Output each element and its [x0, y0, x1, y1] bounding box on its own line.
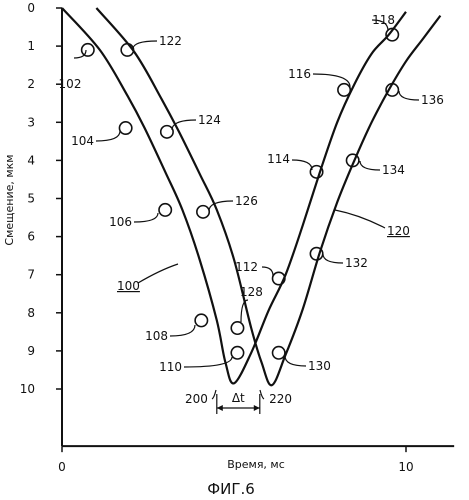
leader-line — [292, 160, 312, 170]
curve-100-leader — [138, 264, 178, 283]
leader-line — [262, 267, 273, 276]
point-label: 130 — [308, 359, 331, 373]
measurement-point-102 — [82, 44, 94, 56]
leader-line — [170, 325, 195, 336]
point-label: 136 — [421, 93, 444, 107]
x-tick-label: 0 — [58, 460, 66, 474]
minimum-label-200: 200 — [185, 392, 208, 406]
measurement-point-128 — [231, 322, 243, 334]
series-line-100 — [62, 8, 406, 383]
leader-line — [133, 41, 157, 49]
y-tick-label: 4 — [27, 153, 35, 167]
y-tick-label: 6 — [27, 230, 35, 244]
point-label: 124 — [198, 113, 221, 127]
point-label: 118 — [372, 13, 395, 27]
point-label: 110 — [159, 360, 182, 374]
y-tick-label: 7 — [27, 268, 35, 282]
leader-line — [313, 74, 350, 87]
y-tick-label: 10 — [20, 382, 35, 396]
point-label: 102 — [59, 77, 82, 91]
measurement-point-124 — [161, 126, 173, 138]
y-tick-label: 0 — [27, 1, 35, 15]
point-label: 104 — [71, 134, 94, 148]
measurement-point-104 — [119, 122, 131, 134]
point-label: 108 — [145, 329, 168, 343]
leader-line — [96, 131, 120, 141]
measurement-point-132 — [310, 248, 322, 260]
measurement-point-130 — [273, 347, 285, 359]
minimum-leader — [260, 390, 264, 399]
point-label: 128 — [240, 285, 263, 299]
y-tick-label: 3 — [27, 115, 35, 129]
y-axis-title: Смещение, мкм — [3, 154, 16, 245]
measurement-point-110 — [231, 347, 243, 359]
delta-arrow-right — [254, 405, 260, 411]
point-label: 106 — [109, 215, 132, 229]
point-label: 132 — [345, 256, 368, 270]
leader-line — [360, 161, 380, 170]
point-label: 134 — [382, 163, 405, 177]
point-label: 116 — [288, 67, 311, 81]
y-tick-label: 9 — [27, 344, 35, 358]
curve-120-leader — [335, 210, 385, 228]
y-tick-label: 8 — [27, 306, 35, 320]
figure-caption: ФИГ.6 — [207, 480, 255, 498]
y-tick-label: 1 — [27, 39, 35, 53]
curve-label-120: 120 — [387, 224, 410, 238]
y-tick-label: 5 — [27, 192, 35, 206]
delta-t-label: Δt — [232, 391, 245, 405]
measurement-point-116 — [338, 84, 350, 96]
measurement-point-108 — [195, 314, 207, 326]
leader-line — [399, 91, 419, 100]
delta-arrow-left — [217, 405, 223, 411]
point-label: 114 — [267, 152, 290, 166]
point-label: 126 — [235, 194, 258, 208]
x-axis-title: Время, мс — [227, 458, 285, 471]
minimum-leader — [212, 390, 216, 399]
measurement-point-106 — [159, 204, 171, 216]
minimum-label-220: 220 — [269, 392, 292, 406]
leader-line — [134, 213, 158, 222]
curve-label-100: 100 — [117, 279, 140, 293]
point-label: 112 — [235, 260, 258, 274]
leader-line — [323, 254, 343, 263]
measurement-point-126 — [197, 206, 209, 218]
leader-line — [285, 356, 306, 366]
point-label: 122 — [159, 34, 182, 48]
y-tick-label: 2 — [27, 77, 35, 91]
x-tick-label: 10 — [398, 460, 413, 474]
